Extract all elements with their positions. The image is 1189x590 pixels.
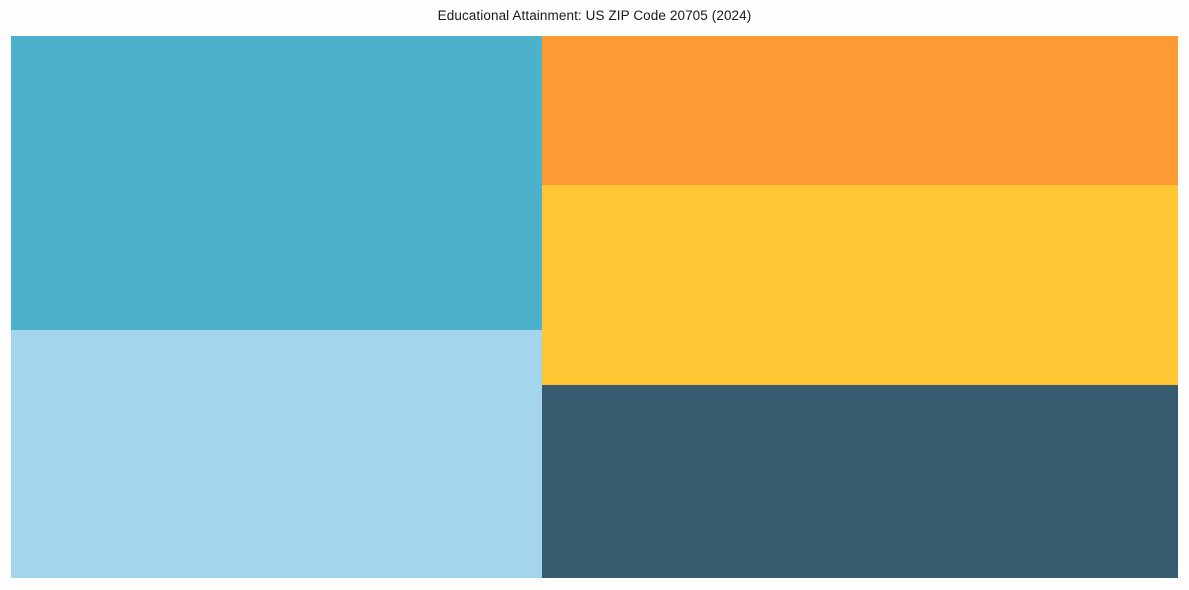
treemap-column-left: Bachelor's degree Some college or associ… [11, 36, 542, 578]
treemap-column-right: Graduate or professional degree High sch… [542, 36, 1178, 578]
treemap-tile-bachelors-degree[interactable]: Bachelor's degree [11, 36, 542, 330]
treemap-tile-less-than-high-school[interactable]: Less than high school [542, 385, 1178, 578]
treemap-plot-area: Bachelor's degree Some college or associ… [11, 36, 1178, 578]
treemap-tile-some-college[interactable]: Some college or associate's degree [11, 330, 542, 578]
treemap-tile-graduate-degree[interactable]: Graduate or professional degree [542, 36, 1178, 185]
treemap-tile-high-school-graduate[interactable]: High school graduate [542, 185, 1178, 385]
chart-title: Educational Attainment: US ZIP Code 2070… [437, 8, 752, 23]
